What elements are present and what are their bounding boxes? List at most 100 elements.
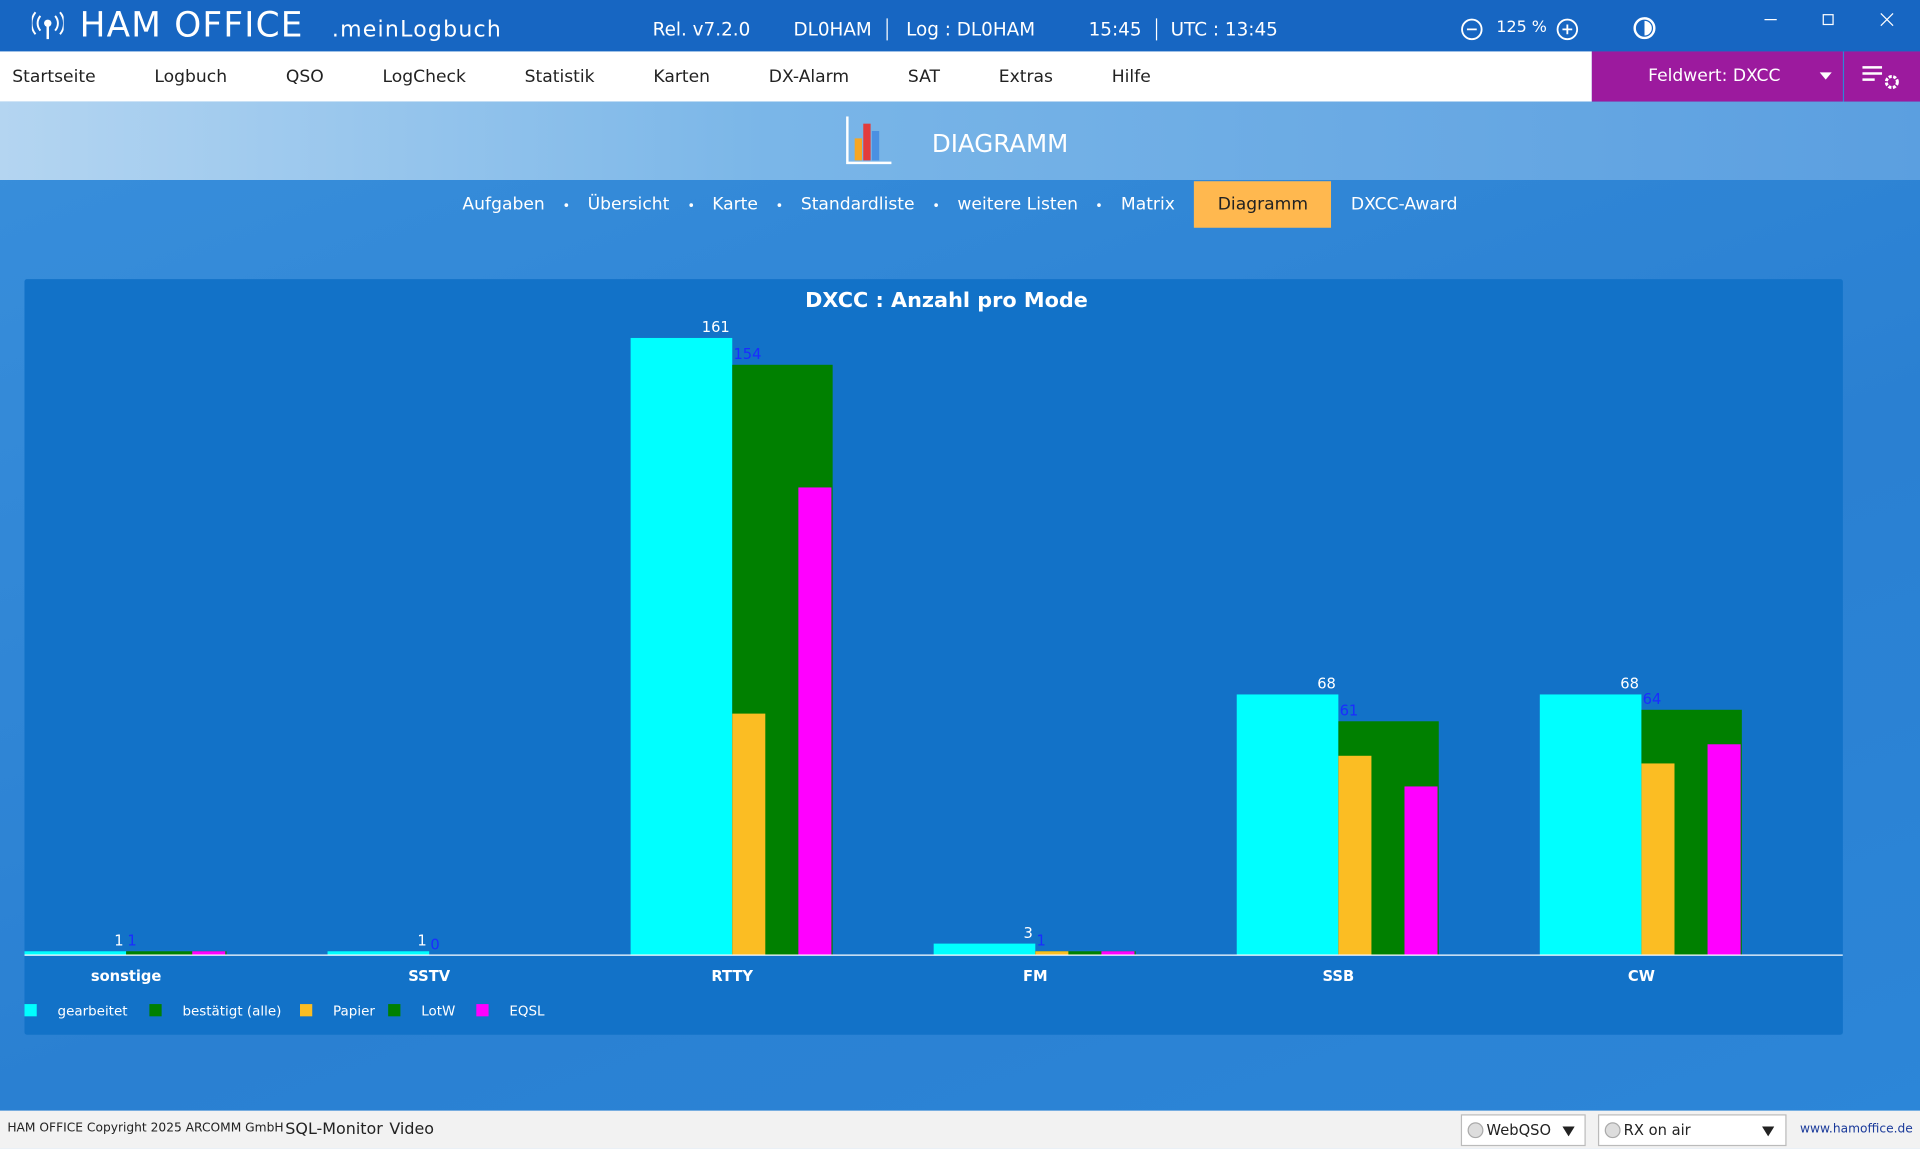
website[interactable]: www.hamoffice.de — [1800, 1122, 1913, 1137]
menu-item[interactable]: Hilfe — [1111, 66, 1151, 87]
legend-label: EQSL — [509, 1004, 545, 1019]
legend-label: bestätigt (alle) — [182, 1004, 281, 1019]
title-bar: HAM OFFICE .meinLogbuch Rel. v7.2.0 DL0H… — [0, 0, 1920, 52]
rx-select[interactable]: RX on air — [1597, 1114, 1787, 1147]
chart-icon — [846, 116, 892, 165]
menu-bar: Startseite Logbuch QSO LogCheck Statistik Kar… — [0, 51, 1592, 102]
dropdown-arrow — [1819, 72, 1832, 80]
tab-separator — [777, 202, 782, 207]
value-label: 1 — [114, 932, 123, 949]
legend-label: LotW — [421, 1004, 455, 1019]
bar — [1404, 786, 1438, 956]
status-dot — [1604, 1122, 1621, 1139]
zoom-level: 125 % — [1496, 18, 1547, 37]
chart-panel: DXCC : Anzahl pro Mode 1 1 sonstige 1 0 SSTV 1… — [24, 279, 1843, 1035]
tab[interactable]: Aufgaben — [462, 194, 545, 215]
menu-item[interactable]: Startseite — [12, 66, 96, 87]
menu-item[interactable]: Statistik — [524, 66, 595, 87]
value-label: 68 — [1620, 676, 1639, 693]
bar — [1707, 744, 1741, 956]
x-tick-label: RTTY — [711, 968, 753, 985]
video[interactable]: Video — [389, 1120, 435, 1139]
dropdown-arrow — [1762, 1126, 1775, 1137]
menu-item[interactable]: Logbuch — [154, 66, 228, 87]
app-subtitle: .meinLogbuch — [331, 17, 503, 43]
legend-label: Papier — [333, 1004, 375, 1019]
time: 15:45 — [1089, 18, 1158, 41]
legend-swatch — [149, 1004, 162, 1017]
field-selector[interactable]: Feldwert: DXCC — [1591, 51, 1843, 102]
value-label: 161 — [702, 319, 730, 336]
bar — [1035, 951, 1069, 956]
bar — [1236, 694, 1339, 956]
value-label: 154 — [733, 346, 761, 363]
chart-title: DXCC : Anzahl pro Mode — [805, 288, 1088, 312]
menu-item[interactable]: Karten — [653, 66, 711, 87]
tab[interactable]: Diagramm — [1194, 181, 1332, 228]
tab[interactable]: weitere Listen — [957, 194, 1079, 215]
value-label: 1 — [417, 932, 426, 949]
bar — [192, 951, 226, 956]
x-tick-label: CW — [1628, 968, 1655, 985]
tab[interactable]: Karte — [712, 194, 758, 215]
value-label: 64 — [1643, 691, 1662, 708]
app-name: HAM OFFICE — [79, 4, 304, 46]
webqso-select[interactable]: WebQSO — [1460, 1114, 1586, 1147]
page-header: DIAGRAMM — [0, 101, 1920, 181]
bar — [327, 951, 430, 956]
legend-swatch — [300, 1004, 313, 1017]
tab-separator — [1097, 202, 1102, 207]
x-tick-label: SSB — [1323, 968, 1355, 985]
window-controls[interactable] — [1758, 10, 1905, 32]
field-label: Feldwert: DXCC — [1648, 66, 1781, 86]
legend-swatch — [388, 1004, 401, 1017]
settings-icon — [1862, 66, 1899, 90]
tab[interactable]: Standardliste — [800, 194, 915, 215]
x-tick-label: FM — [1023, 968, 1048, 985]
station: DL0HAM — [793, 18, 888, 41]
menu-item[interactable]: LogCheck — [382, 66, 466, 87]
value-label: 3 — [1023, 925, 1032, 942]
sql-monitor[interactable]: SQL-Monitor — [285, 1120, 383, 1139]
status-dot — [1467, 1122, 1484, 1139]
value-label: 0 — [430, 936, 439, 953]
status-bar: HAM OFFICE Copyright 2025 ARCOMM GmbH SQ… — [0, 1110, 1920, 1149]
settings-button[interactable] — [1844, 51, 1920, 102]
zoom-in[interactable] — [1555, 17, 1579, 41]
value-label: 1 — [127, 932, 136, 949]
tab[interactable]: Matrix — [1120, 194, 1175, 215]
value-label: 1 — [1037, 932, 1046, 949]
release: Rel. v7.2.0 — [652, 18, 751, 41]
x-tick-label: sonstige — [91, 968, 162, 985]
tab-separator — [688, 202, 693, 207]
zoom-out[interactable] — [1460, 17, 1484, 41]
bar — [630, 337, 733, 956]
tab[interactable]: DXCC-Award — [1350, 194, 1458, 215]
bar — [126, 951, 227, 956]
utc: UTC : 13:45 — [1170, 18, 1278, 41]
dropdown-arrow — [1562, 1126, 1575, 1137]
bar — [732, 713, 766, 956]
x-tick-label: SSTV — [408, 968, 451, 985]
rx-label: RX on air — [1623, 1121, 1691, 1139]
tab-separator — [934, 202, 938, 207]
page-title: DIAGRAMM — [931, 128, 1069, 158]
menu-item[interactable]: DX-Alarm — [768, 66, 850, 87]
value-label: 61 — [1340, 702, 1359, 719]
bar — [933, 943, 1036, 956]
menu-item[interactable]: Extras — [998, 66, 1053, 87]
legend-swatch — [476, 1004, 489, 1017]
menu-item[interactable]: SAT — [907, 66, 941, 87]
antenna-icon — [31, 11, 64, 40]
bar — [24, 951, 127, 956]
menu-item[interactable]: QSO — [285, 66, 324, 87]
theme-toggle[interactable] — [1632, 16, 1656, 40]
tab[interactable]: Übersicht — [587, 194, 670, 215]
bar — [1035, 951, 1136, 956]
tab-bar: Aufgaben Übersicht Karte Standardliste weite… — [0, 181, 1920, 228]
tab-separator — [564, 202, 569, 207]
bar — [1101, 951, 1135, 956]
bar — [1641, 763, 1675, 956]
